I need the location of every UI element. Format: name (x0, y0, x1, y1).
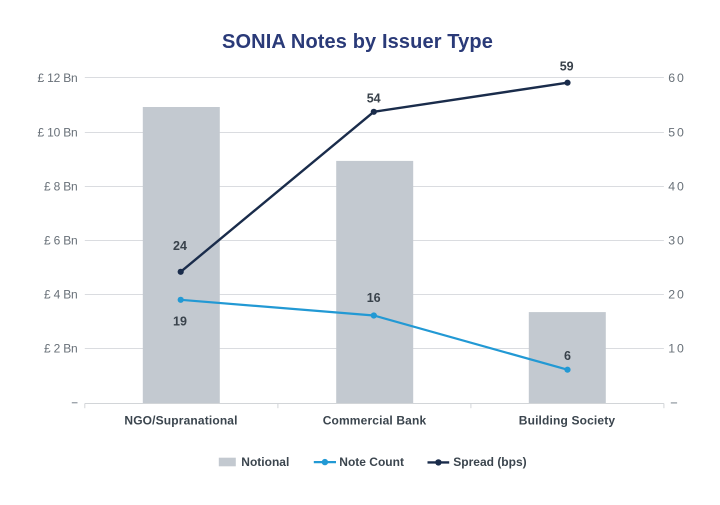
svg-text:59: 59 (560, 60, 574, 74)
svg-text:60: 60 (668, 71, 686, 85)
svg-text:Note Count: Note Count (339, 455, 404, 469)
svg-text:20: 20 (668, 287, 686, 301)
svg-text:£ 12 Bn: £ 12 Bn (38, 71, 78, 85)
svg-text:SONIA Notes by Issuer Type: SONIA Notes by Issuer Type (222, 31, 493, 53)
svg-text:10: 10 (668, 342, 686, 356)
svg-text:£ 2 Bn: £ 2 Bn (44, 342, 78, 356)
svg-text:Commercial Bank: Commercial Bank (323, 413, 427, 427)
svg-text:40: 40 (668, 180, 686, 194)
svg-text:Building Society: Building Society (519, 413, 616, 427)
svg-text:£ 6 Bn: £ 6 Bn (44, 234, 78, 248)
svg-text:Notional: Notional (241, 455, 289, 469)
svg-text:£ 4 Bn: £ 4 Bn (44, 287, 78, 301)
svg-text:30: 30 (668, 234, 686, 248)
svg-text:16: 16 (367, 291, 381, 305)
svg-text:£ 8 Bn: £ 8 Bn (44, 180, 78, 194)
svg-text:24: 24 (173, 239, 187, 253)
svg-text:NGO/Supranational: NGO/Supranational (124, 413, 237, 427)
svg-text:£ 10 Bn: £ 10 Bn (38, 126, 78, 140)
svg-text:19: 19 (173, 315, 187, 329)
svg-text:50: 50 (668, 126, 686, 140)
svg-text:Spread (bps): Spread (bps) (453, 455, 526, 469)
svg-text:54: 54 (367, 92, 381, 106)
svg-text:6: 6 (564, 349, 571, 363)
